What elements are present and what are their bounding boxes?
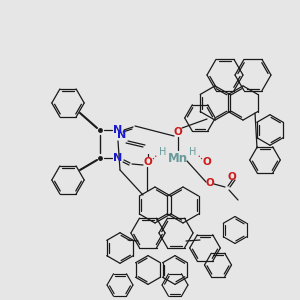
Text: O: O <box>228 172 236 182</box>
Text: N: N <box>113 125 123 135</box>
Text: Mn: Mn <box>168 152 188 164</box>
Text: O: O <box>144 157 152 167</box>
Text: O: O <box>206 178 214 188</box>
Text: O: O <box>202 157 211 167</box>
Text: H: H <box>189 147 197 157</box>
Text: O: O <box>174 127 182 137</box>
Text: N: N <box>117 130 127 140</box>
Text: N: N <box>113 153 123 163</box>
Text: H: H <box>159 147 167 157</box>
